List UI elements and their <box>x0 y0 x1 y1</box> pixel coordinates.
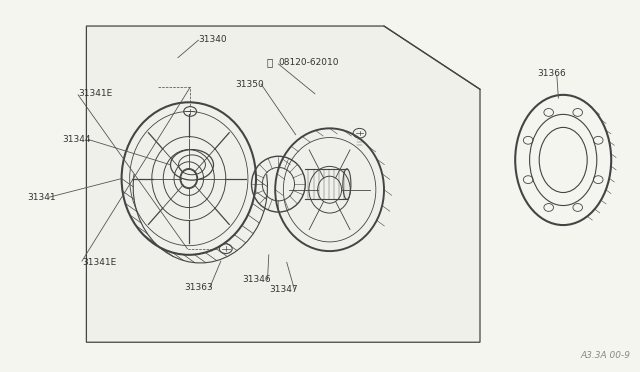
Ellipse shape <box>343 169 351 199</box>
Text: 31346: 31346 <box>242 275 271 284</box>
Text: 31366: 31366 <box>538 69 566 78</box>
Text: 31347: 31347 <box>269 285 298 294</box>
Text: 31340: 31340 <box>198 35 227 44</box>
Text: 31344: 31344 <box>63 135 92 144</box>
Text: A3.3A 00-9: A3.3A 00-9 <box>580 351 630 360</box>
Text: 31350: 31350 <box>236 80 264 89</box>
Text: 31363: 31363 <box>184 283 213 292</box>
Polygon shape <box>86 26 480 342</box>
Text: 31341E: 31341E <box>82 258 116 267</box>
Text: Ⓑ: Ⓑ <box>266 58 273 67</box>
Text: 31341E: 31341E <box>78 89 113 98</box>
Text: 31341: 31341 <box>27 193 56 202</box>
Text: 08120-62010: 08120-62010 <box>278 58 339 67</box>
